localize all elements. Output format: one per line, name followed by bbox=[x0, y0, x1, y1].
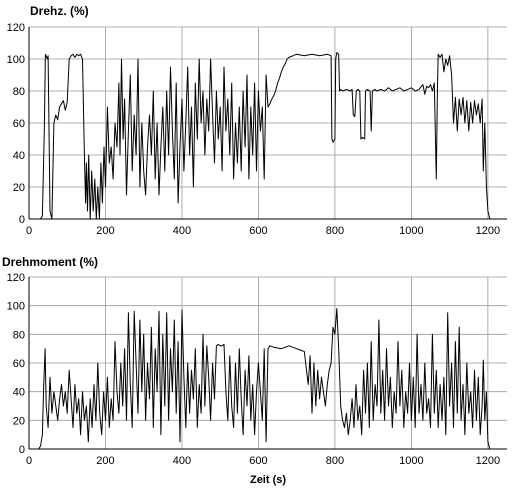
chart2-xtick-label-800: 800 bbox=[326, 455, 344, 467]
chart1-title: Drehz. (%) bbox=[30, 4, 89, 18]
chart2-ytick-label-120: 120 bbox=[7, 272, 25, 284]
chart2-x-axis-label: Zeit (s) bbox=[250, 474, 286, 486]
chart1-xtick-label-1200: 1200 bbox=[476, 225, 500, 237]
chart2-xtick-label-1000: 1000 bbox=[399, 455, 423, 467]
chart2-ytick-label-0: 0 bbox=[19, 444, 25, 456]
chart1-ytick-label-0: 0 bbox=[19, 214, 25, 226]
chart1-ytick-label-120: 120 bbox=[7, 22, 25, 34]
chart1-ytick-label-100: 100 bbox=[7, 54, 25, 66]
chart1-xtick-label-400: 400 bbox=[173, 225, 191, 237]
chart1-ytick-label-40: 40 bbox=[13, 150, 25, 162]
chart2-series-line-1 bbox=[29, 308, 494, 450]
chart1-series-line-1 bbox=[29, 52, 494, 220]
chart2-ytick-label-20: 20 bbox=[13, 415, 25, 427]
chart1-ytick-label-20: 20 bbox=[13, 182, 25, 194]
chart2-xtick-label-600: 600 bbox=[249, 455, 267, 467]
chart1-xtick-label-800: 800 bbox=[326, 225, 344, 237]
chart2-ytick-label-80: 80 bbox=[13, 329, 25, 341]
chart1-ytick-label-80: 80 bbox=[13, 86, 25, 98]
chart1-ytick-label-60: 60 bbox=[13, 118, 25, 130]
chart2-ytick-label-40: 40 bbox=[13, 387, 25, 399]
chart2-xtick-label-400: 400 bbox=[173, 455, 191, 467]
chart2-title: Drehmoment (%) bbox=[2, 255, 98, 269]
chart2-xtick-label-200: 200 bbox=[96, 455, 114, 467]
chart2-xtick-label-1200: 1200 bbox=[476, 455, 500, 467]
chart2-ytick-label-60: 60 bbox=[13, 358, 25, 370]
chart1-xtick-label-600: 600 bbox=[249, 225, 267, 237]
chart2-xtick-label-0: 0 bbox=[26, 455, 32, 467]
chart1-xtick-label-1000: 1000 bbox=[399, 225, 423, 237]
chart1-xtick-label-200: 200 bbox=[96, 225, 114, 237]
chart2-ytick-label-100: 100 bbox=[7, 301, 25, 313]
chart1-xtick-label-0: 0 bbox=[26, 225, 32, 237]
